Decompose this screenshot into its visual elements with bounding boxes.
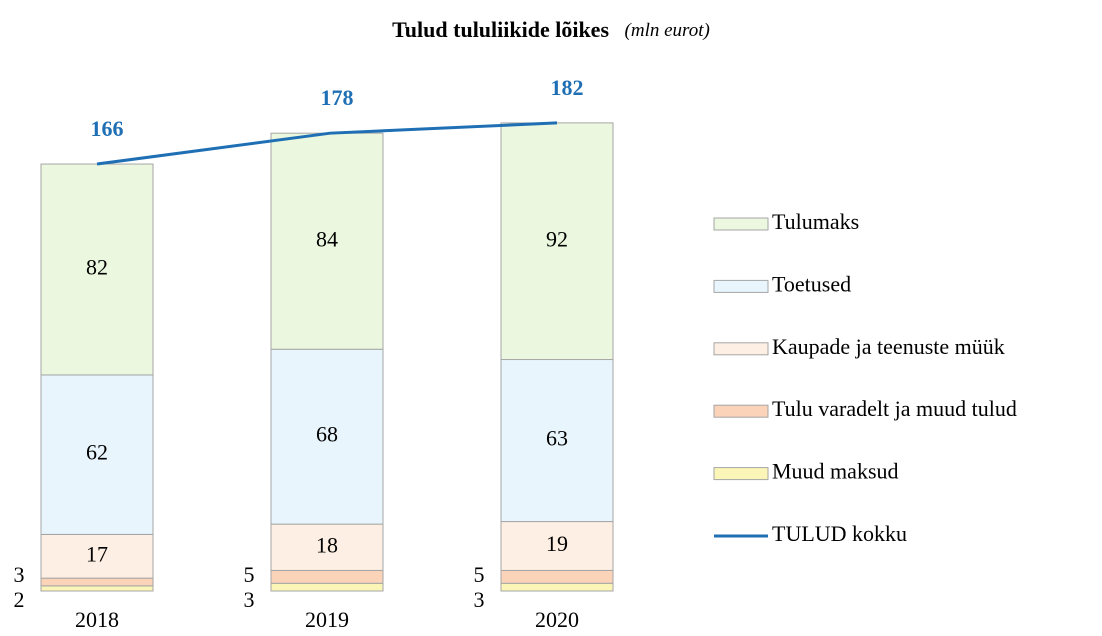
legend-label: Tulu varadelt ja muud tulud xyxy=(772,396,1017,421)
bar-segment xyxy=(40,585,154,592)
value-label: 18 xyxy=(316,532,338,557)
total-line xyxy=(96,121,558,166)
legend-swatch xyxy=(713,467,769,481)
bar-segment xyxy=(500,359,614,523)
total-label: 178 xyxy=(321,85,354,110)
bar-segment xyxy=(270,132,384,350)
chart-heading: Tulud tululiikide lõikes (mln eurot) xyxy=(392,17,710,42)
x-tick-label: 2020 xyxy=(535,607,579,632)
value-label: 3 xyxy=(474,587,485,612)
bar-segment xyxy=(500,521,614,571)
bar-segment xyxy=(500,569,614,584)
legend-swatch xyxy=(713,279,769,293)
value-label: 68 xyxy=(316,422,338,447)
legend-swatch xyxy=(713,217,769,231)
value-label: 84 xyxy=(316,226,338,251)
value-label: 3 xyxy=(14,562,25,587)
bar-segment xyxy=(270,348,384,525)
bar-segment xyxy=(270,523,384,571)
value-label: 5 xyxy=(474,562,485,587)
legend-label: Muud maksud xyxy=(772,459,899,484)
bar-segment xyxy=(500,122,614,361)
value-label: 2 xyxy=(14,587,25,612)
legend-label: Toetused xyxy=(772,271,851,296)
legend-label: Tulumaks xyxy=(772,209,859,234)
value-label: 62 xyxy=(86,440,108,465)
legend-label: TULUD kokku xyxy=(772,521,907,546)
value-label: 19 xyxy=(546,531,568,556)
total-label: 182 xyxy=(551,75,584,100)
chart-title: Tulud tululiikide lõikes xyxy=(392,17,609,42)
bar-segment xyxy=(270,569,384,584)
value-label: 17 xyxy=(86,541,108,566)
bar-segment xyxy=(270,582,384,592)
legend-swatch xyxy=(713,404,769,418)
bar-segment xyxy=(40,533,154,579)
chart-subtitle: (mln eurot) xyxy=(625,20,710,41)
legend-swatch xyxy=(713,342,769,356)
x-tick-label: 2018 xyxy=(75,607,119,632)
bar-segment xyxy=(40,374,154,535)
value-label: 3 xyxy=(244,587,255,612)
value-label: 82 xyxy=(86,255,108,280)
bar-segment xyxy=(500,582,614,592)
total-label: 166 xyxy=(91,116,124,141)
value-label: 5 xyxy=(244,562,255,587)
bar-segment xyxy=(40,577,154,587)
value-label: 92 xyxy=(546,226,568,251)
value-label: 63 xyxy=(546,426,568,451)
x-tick-label: 2019 xyxy=(305,607,349,632)
legend-label: Kaupade ja teenuste müük xyxy=(772,334,1005,359)
